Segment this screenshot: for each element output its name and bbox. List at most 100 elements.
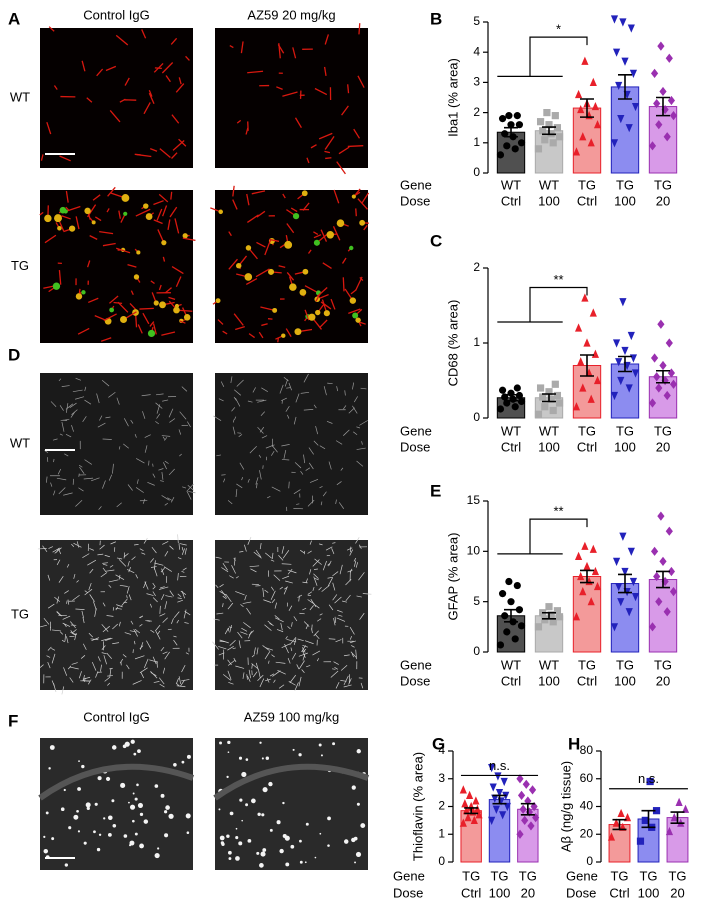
image-texture	[348, 308, 361, 315]
image-texture	[54, 547, 62, 554]
image-texture	[299, 549, 305, 554]
error-bar	[580, 354, 594, 377]
image-texture	[51, 629, 61, 632]
image-texture	[245, 758, 249, 761]
data-point	[517, 622, 526, 630]
image-texture	[61, 686, 65, 695]
image-texture	[321, 585, 330, 592]
image-texture	[140, 672, 145, 679]
image-texture	[263, 599, 272, 603]
image-texture	[320, 501, 323, 506]
x-tick-label: Ctrl	[577, 673, 597, 688]
image-texture	[274, 615, 280, 620]
image-texture	[298, 676, 302, 687]
data-point	[545, 388, 553, 396]
image-texture	[343, 654, 350, 657]
data-point	[555, 133, 564, 141]
image-texture	[334, 616, 337, 623]
image-texture	[101, 637, 111, 642]
image-texture	[100, 572, 108, 578]
image-texture	[232, 647, 236, 650]
image-texture	[164, 287, 172, 294]
image-texture	[47, 574, 51, 581]
image-texture	[171, 114, 180, 124]
image-texture	[178, 543, 181, 550]
image-texture	[106, 652, 112, 659]
data-point	[553, 607, 562, 615]
data-point	[496, 151, 505, 159]
image-texture	[61, 215, 71, 220]
image-texture	[164, 460, 169, 464]
image-texture	[218, 398, 224, 402]
image-texture	[184, 548, 187, 555]
image-texture	[51, 653, 56, 664]
x-tick-label: WT	[539, 423, 559, 438]
x-tick-label: TG	[616, 423, 634, 438]
image-texture	[52, 438, 58, 441]
image-texture	[109, 564, 114, 568]
image-texture	[161, 471, 164, 480]
image-texture	[107, 815, 113, 821]
image-texture	[219, 590, 226, 596]
image-texture	[219, 835, 225, 841]
image-texture	[332, 226, 341, 241]
image-texture	[309, 478, 319, 483]
data-point	[515, 121, 524, 129]
data-point	[625, 608, 633, 617]
image-texture	[175, 83, 185, 93]
data-point	[496, 405, 505, 413]
image-texture	[169, 206, 178, 218]
image-texture	[358, 23, 361, 35]
x-tick-label: Ctrl	[609, 885, 629, 900]
data-point	[615, 81, 623, 91]
image-texture	[107, 186, 116, 197]
image-texture	[360, 682, 364, 689]
image-texture	[150, 280, 155, 285]
image-texture	[84, 459, 92, 465]
image-texture	[247, 400, 253, 403]
data-point	[543, 109, 551, 117]
image-texture	[256, 483, 258, 489]
image-texture	[108, 474, 113, 481]
image-texture	[247, 478, 250, 483]
image-texture	[153, 560, 156, 570]
image-texture	[160, 593, 165, 601]
image-texture	[323, 386, 327, 396]
x-tick-label: 20	[656, 439, 670, 454]
image-texture	[269, 238, 280, 243]
image-texture	[355, 537, 360, 544]
image-texture	[115, 34, 129, 46]
image-texture	[348, 407, 355, 414]
image-texture	[300, 470, 304, 475]
image-texture	[337, 609, 343, 613]
image-texture	[213, 618, 220, 621]
image-texture	[265, 444, 275, 449]
image-texture	[84, 386, 87, 392]
image-texture	[284, 643, 289, 654]
image-texture	[244, 544, 247, 552]
x-tick-label: Ctrl	[461, 885, 481, 900]
image-texture	[307, 550, 312, 554]
image-texture	[281, 563, 292, 565]
data-point	[659, 360, 667, 371]
data-point	[615, 582, 623, 592]
image-texture	[286, 272, 295, 281]
image-texture	[342, 277, 345, 292]
image-texture	[69, 677, 74, 683]
image-texture	[71, 629, 77, 634]
image-texture	[319, 486, 323, 489]
image-texture	[168, 813, 174, 819]
data-point	[527, 821, 535, 831]
panel-letter: F	[8, 711, 18, 730]
image-texture	[135, 208, 151, 217]
x-tick-label: 20	[521, 885, 535, 900]
image-texture	[102, 562, 108, 564]
image-texture	[240, 604, 244, 608]
image-texture	[265, 647, 274, 651]
image-texture	[42, 545, 48, 553]
image-texture	[154, 852, 160, 859]
panel-letter: E	[430, 481, 441, 500]
image-texture	[128, 801, 130, 804]
image-texture	[162, 651, 168, 655]
image-texture	[72, 594, 80, 601]
